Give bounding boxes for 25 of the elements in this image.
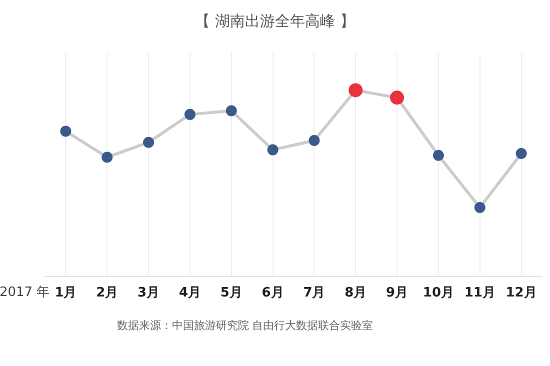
x-axis-title: 2017 年 bbox=[0, 284, 50, 300]
point bbox=[432, 150, 444, 161]
point bbox=[226, 105, 237, 116]
x-tick-label: 5月 bbox=[220, 286, 242, 301]
x-tick-label: 7月 bbox=[303, 286, 326, 301]
x-tick-label: 2月 bbox=[96, 286, 118, 301]
x-tick-label: 11月 bbox=[464, 286, 496, 301]
point bbox=[308, 135, 320, 146]
x-tick-label: 3月 bbox=[138, 286, 160, 301]
x-tick-label: 12月 bbox=[506, 286, 537, 301]
point bbox=[516, 148, 527, 160]
x-tick-label: 4月 bbox=[178, 286, 201, 301]
x-tick-label: 8月 bbox=[344, 286, 367, 301]
x-tick-label: 1月 bbox=[54, 286, 77, 301]
point bbox=[474, 202, 486, 214]
source-note: 数据来源：中国旅游研究院 自由行大数据联合实验室 bbox=[116, 318, 374, 333]
point bbox=[267, 144, 278, 156]
x-tick-label: 9月 bbox=[386, 286, 408, 301]
chart-title: 【 湖南出游全年高峰 】 bbox=[194, 11, 356, 32]
x-tick-label: 6月 bbox=[262, 286, 284, 301]
point bbox=[184, 108, 196, 120]
point bbox=[102, 152, 113, 163]
point bbox=[60, 126, 72, 137]
point bbox=[143, 136, 154, 148]
x-tick-label: 10月 bbox=[422, 286, 454, 301]
